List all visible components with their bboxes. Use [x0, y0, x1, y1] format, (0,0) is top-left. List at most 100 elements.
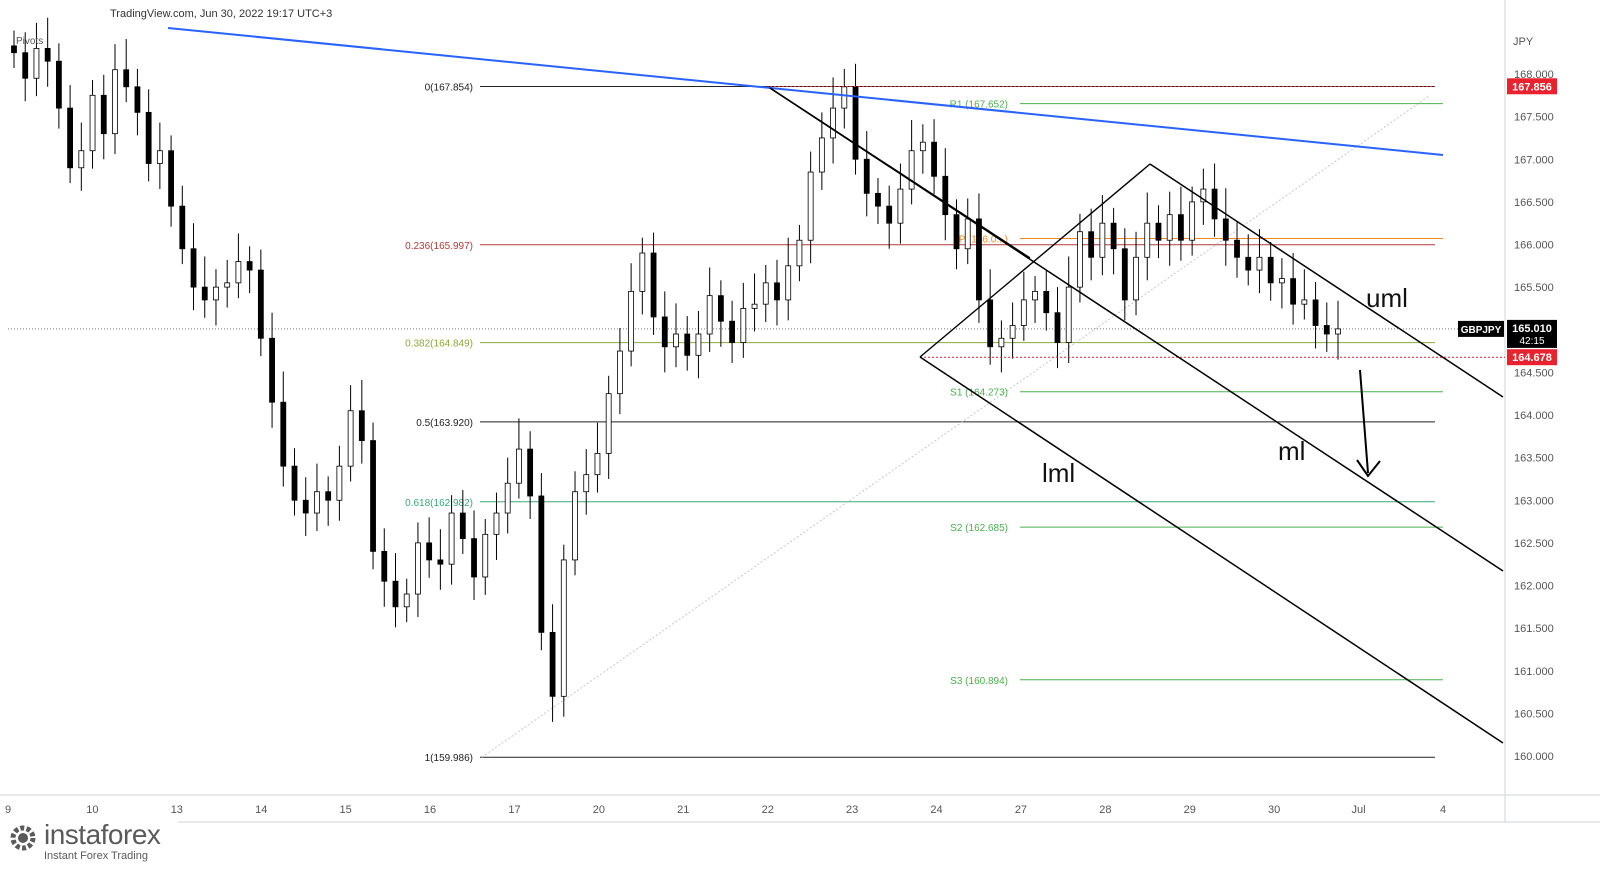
candle-body [1121, 248, 1128, 301]
candle-body [381, 551, 388, 582]
pivot-levels: R1 (167.652) P (166.0...) S1 (164.273) S2 (… [950, 100, 1443, 687]
time-tick-label: 16 [424, 804, 436, 816]
candle-body [1245, 256, 1252, 271]
candle-body [919, 141, 926, 152]
candle-body [1222, 218, 1229, 241]
currency-label: JPY [1513, 36, 1534, 48]
candle-body [325, 491, 332, 501]
pivot-level-label: S3 (160.894) [950, 676, 1008, 687]
candle-body [426, 542, 433, 561]
price-tick-label: 166.500 [1514, 197, 1554, 209]
candle-body [594, 452, 601, 476]
candle-body [1077, 231, 1083, 288]
candle-body [762, 282, 769, 305]
price-tick-label: 161.500 [1514, 623, 1554, 635]
candle-body [908, 150, 915, 190]
candle-body [257, 269, 264, 339]
candle-body [358, 410, 365, 441]
candle-body [863, 158, 870, 194]
candle-body [190, 248, 197, 288]
fibonacci-levels: 0(167.854) 0.236(165.997) 0.382(164.849) 0.… [405, 82, 1435, 764]
candle-body [1020, 299, 1027, 326]
candle-body [818, 137, 825, 173]
candle-body [302, 499, 309, 514]
time-tick-label: 9 [5, 804, 11, 816]
candle-body [459, 512, 466, 540]
candle-body [751, 303, 758, 309]
candle-body [650, 252, 657, 318]
price-tag-box [1507, 349, 1557, 366]
fork-top-segment [769, 87, 1031, 259]
candle-body [100, 94, 107, 135]
candle-body [516, 448, 522, 484]
price-tick-label: 162.000 [1514, 581, 1554, 593]
candle-body [1189, 201, 1196, 241]
time-tick-label: 29 [1184, 804, 1196, 816]
candle-body [605, 393, 612, 454]
symbol-tag-text: GBPJPY [1461, 325, 1502, 336]
last-price-tag-box [1507, 319, 1557, 348]
price-tick-label: 164.500 [1514, 367, 1554, 379]
candle-body [1178, 214, 1184, 241]
symbol-tag-box [1458, 320, 1504, 337]
bar-countdown: 42:15 [1519, 336, 1544, 347]
time-tick-label: 23 [846, 804, 858, 816]
time-tick-label: 10 [86, 804, 98, 816]
time-tick-label: 27 [1015, 804, 1027, 816]
time-tick-label: 13 [171, 804, 183, 816]
fib-level-label: 0.236(165.997) [405, 241, 473, 252]
candle-body [123, 69, 130, 88]
time-tick-label: 17 [508, 804, 520, 816]
candle-body [1256, 256, 1263, 271]
candle-body [179, 205, 186, 250]
candle-body [67, 107, 74, 169]
instaforex-gear-icon [10, 825, 36, 851]
time-tick-label: 20 [593, 804, 605, 816]
price-tick-label: 164.000 [1514, 410, 1554, 422]
ml-label: ml [1278, 436, 1305, 466]
candle-body [392, 580, 399, 608]
fib-level-label: 0(167.854) [425, 82, 473, 93]
candle-body [1099, 222, 1106, 258]
candle-body [336, 465, 343, 501]
last-price-value: 165.010 [1512, 323, 1552, 335]
candle-body [549, 631, 556, 697]
price-tick-label: 167.500 [1514, 112, 1554, 124]
candle-body [1234, 239, 1240, 258]
candle-body [33, 48, 40, 79]
instaforex-logo: instaforex Instant Forex Trading [0, 815, 178, 873]
candle-body [538, 495, 545, 633]
candle-body [583, 474, 590, 493]
chart-frame [0, 0, 1600, 823]
time-tick-label: 4 [1440, 804, 1446, 816]
candle-body [875, 192, 881, 207]
candle-body [1166, 214, 1173, 241]
candle-body [55, 60, 62, 109]
down-arrow-shaft [1359, 369, 1369, 474]
candle-body [448, 512, 455, 565]
drawings: uml ml lml [167, 27, 1505, 744]
candle-body [673, 333, 679, 348]
candle-body [235, 261, 242, 284]
candle-body [22, 52, 29, 79]
candle-body [1211, 188, 1218, 220]
candle-body [1065, 286, 1072, 343]
candle-body [224, 282, 231, 288]
candle-body [987, 299, 994, 348]
price-tag-text: 167.856 [1512, 81, 1552, 93]
candle-body [807, 171, 814, 241]
down-arrow-head [1356, 459, 1381, 478]
price-tick-label: 160.000 [1514, 751, 1554, 763]
candle-body [695, 333, 702, 356]
time-tick-label: 24 [930, 804, 942, 816]
candle-body [11, 45, 17, 54]
fib-trend-line [481, 94, 1431, 758]
candle-body [1054, 312, 1061, 343]
candle-body [1110, 222, 1117, 250]
candle-body [269, 337, 275, 403]
candle-body [830, 107, 836, 139]
time-tick-label: Jul [1352, 804, 1366, 816]
time-axis: 9 10 13 14 15 16 17 20 21 22 23 24 27 28 29 30 Jul 4 [5, 804, 1446, 816]
